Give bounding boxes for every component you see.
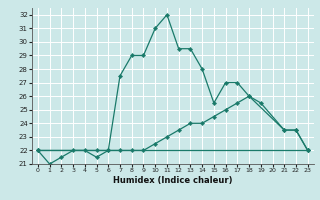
- X-axis label: Humidex (Indice chaleur): Humidex (Indice chaleur): [113, 176, 233, 185]
